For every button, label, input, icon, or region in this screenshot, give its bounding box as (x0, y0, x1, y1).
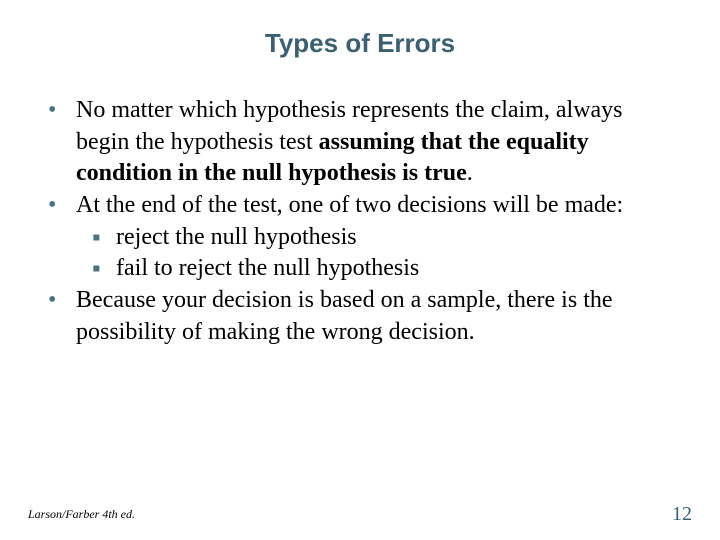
bullet-text: No matter which hypothesis represents th… (76, 95, 680, 190)
bullet-text: Because your decision is based on a samp… (76, 285, 680, 348)
sub-bullet-item: ▪reject the null hypothesis (92, 222, 680, 254)
sub-bullet-text: fail to reject the null hypothesis (116, 253, 680, 285)
sub-bullet-marker-icon: ▪ (92, 222, 116, 254)
sub-bullet-item: ▪fail to reject the null hypothesis (92, 253, 680, 285)
bullet-item: •No matter which hypothesis represents t… (48, 95, 680, 190)
bullet-marker-icon: • (48, 95, 76, 190)
bullet-marker-icon: • (48, 285, 76, 348)
slide: Types of Errors •No matter which hypothe… (0, 0, 720, 540)
slide-title: Types of Errors (40, 28, 680, 59)
bullet-marker-icon: • (48, 190, 76, 222)
bullet-item: •Because your decision is based on a sam… (48, 285, 680, 348)
sub-bullet-marker-icon: ▪ (92, 253, 116, 285)
footer-citation: Larson/Farber 4th ed. (28, 507, 135, 522)
slide-body: •No matter which hypothesis represents t… (40, 95, 680, 348)
bullet-text: At the end of the test, one of two decis… (76, 190, 680, 222)
page-number: 12 (672, 503, 692, 526)
sub-bullet-text: reject the null hypothesis (116, 222, 680, 254)
bullet-item: •At the end of the test, one of two deci… (48, 190, 680, 222)
